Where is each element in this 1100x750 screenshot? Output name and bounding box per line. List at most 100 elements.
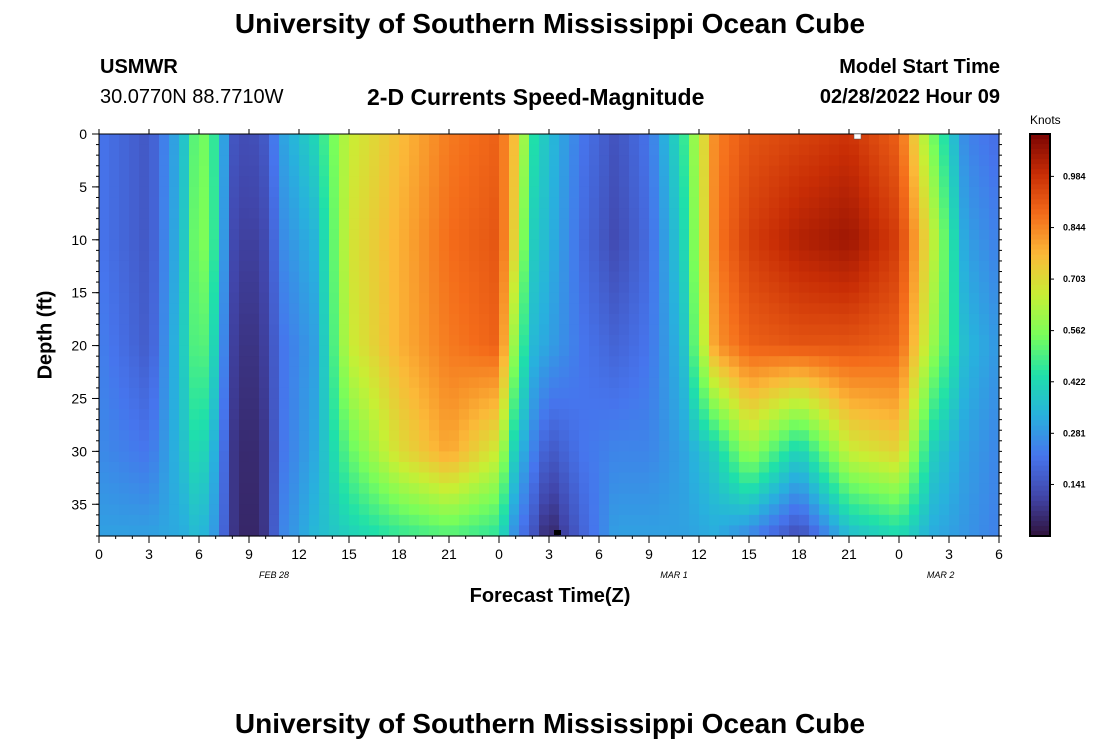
heatmap-cell xyxy=(749,472,760,484)
heatmap-cell xyxy=(269,208,280,220)
heatmap-cell xyxy=(809,250,820,262)
heatmap-cell xyxy=(129,398,140,410)
heatmap-cell xyxy=(549,409,560,421)
heatmap-cell xyxy=(179,260,190,273)
heatmap-cell xyxy=(329,303,340,315)
heatmap-cell xyxy=(259,144,270,156)
heatmap-cell xyxy=(219,218,230,230)
heatmap-cell xyxy=(129,472,140,484)
heatmap-cell xyxy=(419,229,430,241)
heatmap-cell xyxy=(889,366,900,378)
heatmap-cell xyxy=(709,461,720,474)
heatmap-cell xyxy=(699,218,710,230)
heatmap-cell xyxy=(809,345,820,357)
heatmap-cell xyxy=(139,409,150,421)
heatmap-cell xyxy=(839,419,850,431)
heatmap-cell xyxy=(329,335,340,347)
heatmap-cell xyxy=(239,176,250,188)
heatmap-cell xyxy=(669,282,680,294)
heatmap-cell xyxy=(689,292,700,304)
heatmap-cell xyxy=(979,229,990,241)
date-label: MAR 1 xyxy=(660,570,688,580)
heatmap-cell xyxy=(349,155,360,167)
heatmap-cell xyxy=(869,356,880,368)
heatmap-cell xyxy=(699,504,710,516)
heatmap-cell xyxy=(109,250,120,262)
heatmap-cell xyxy=(959,229,970,241)
heatmap-cell xyxy=(759,186,770,199)
heatmap-cell xyxy=(689,430,700,442)
heatmap-cell xyxy=(989,440,1000,452)
heatmap-cell xyxy=(599,387,610,400)
heatmap-cell xyxy=(409,430,420,442)
heatmap-cell xyxy=(319,398,330,410)
heatmap-cell xyxy=(819,335,830,347)
heatmap-cell xyxy=(309,483,320,495)
heatmap-cell xyxy=(479,250,490,262)
heatmap-cell xyxy=(279,165,290,177)
heatmap-cell xyxy=(269,335,280,347)
colorbar-tick-label: 0.703 xyxy=(1063,274,1086,284)
heatmap-cell xyxy=(519,366,530,378)
colorbar-segment xyxy=(1030,324,1050,331)
heatmap-cell xyxy=(399,345,410,357)
colorbar-segment xyxy=(1030,410,1050,417)
heatmap-cell xyxy=(149,451,160,463)
heatmap-cell xyxy=(569,208,580,220)
heatmap-cell xyxy=(139,165,150,177)
heatmap-cell xyxy=(479,514,490,527)
heatmap-cell xyxy=(199,440,210,452)
heatmap-cell xyxy=(339,186,350,199)
heatmap-cell xyxy=(609,303,620,315)
heatmap-cell xyxy=(209,461,220,474)
heatmap-cell xyxy=(249,186,260,199)
heatmap-cell xyxy=(539,419,550,431)
heatmap-cell xyxy=(169,260,180,273)
heatmap-cell xyxy=(289,440,300,452)
heatmap-cell xyxy=(739,324,750,336)
heatmap-cell xyxy=(199,483,210,495)
colorbar-segment xyxy=(1030,264,1050,271)
heatmap-cell xyxy=(189,366,200,378)
heatmap-cell xyxy=(609,483,620,495)
heatmap-cell xyxy=(809,260,820,273)
heatmap-cell xyxy=(849,366,860,378)
heatmap-cell xyxy=(869,282,880,294)
heatmap-cell xyxy=(319,313,330,326)
heatmap-cell xyxy=(669,419,680,431)
heatmap-cell xyxy=(369,366,380,378)
heatmap-cell xyxy=(959,292,970,304)
heatmap-cell xyxy=(959,356,970,368)
heatmap-cell xyxy=(569,250,580,262)
heatmap-cell xyxy=(229,345,240,357)
heatmap-cell xyxy=(689,345,700,357)
heatmap-cell xyxy=(669,271,680,283)
heatmap-cell xyxy=(449,282,460,294)
heatmap-cell xyxy=(719,377,730,389)
heatmap-cell xyxy=(139,271,150,283)
heatmap-cell xyxy=(569,335,580,347)
heatmap-cell xyxy=(809,440,820,452)
heatmap-cell xyxy=(249,525,260,537)
heatmap-cell xyxy=(159,525,170,537)
heatmap-cell xyxy=(899,504,910,516)
heatmap-cell xyxy=(249,345,260,357)
heatmap-cell xyxy=(879,356,890,368)
heatmap-cell xyxy=(989,451,1000,463)
heatmap-cell xyxy=(409,483,420,495)
heatmap-cell xyxy=(209,271,220,283)
heatmap-cell xyxy=(929,165,940,177)
heatmap-cell xyxy=(839,387,850,400)
heatmap-cell xyxy=(359,483,370,495)
heatmap-cell xyxy=(259,514,270,527)
heatmap-cell xyxy=(889,356,900,368)
heatmap-cell xyxy=(809,514,820,527)
heatmap-cell xyxy=(239,165,250,177)
heatmap-cell xyxy=(409,208,420,220)
heatmap-cell xyxy=(759,197,770,209)
heatmap-cell xyxy=(449,377,460,389)
heatmap-cell xyxy=(309,335,320,347)
heatmap-cell xyxy=(409,461,420,474)
heatmap-cell xyxy=(169,504,180,516)
heatmap-cell xyxy=(249,165,260,177)
